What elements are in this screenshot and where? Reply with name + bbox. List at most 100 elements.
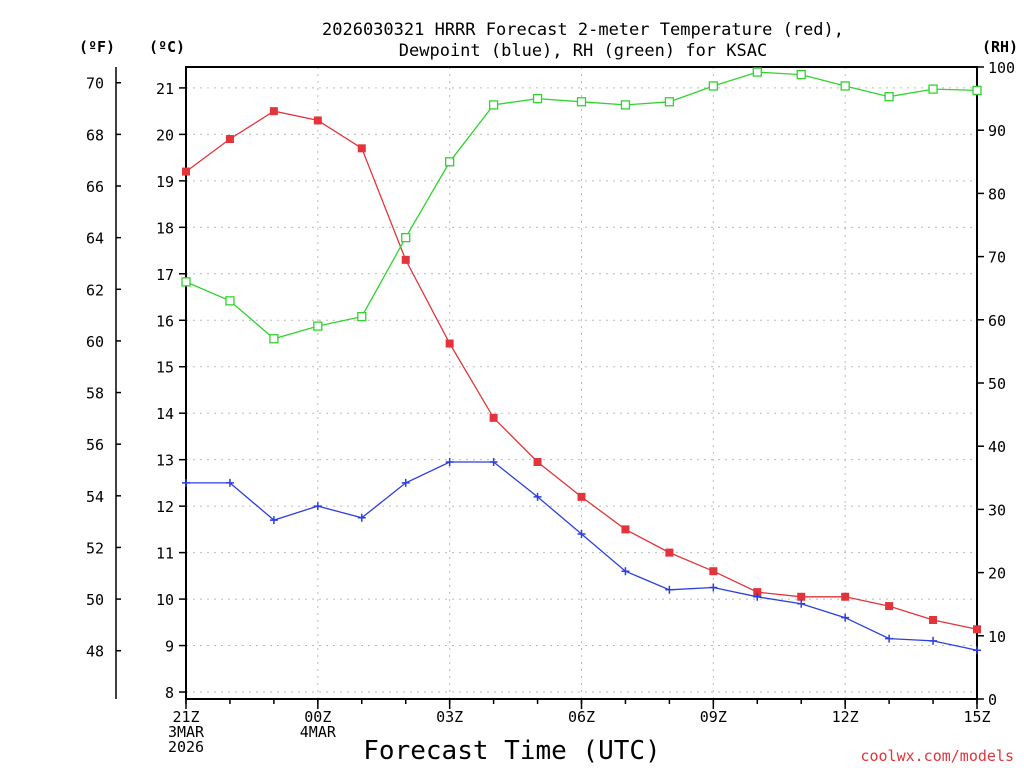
fahrenheit-tick-label: 68	[86, 126, 104, 144]
dewpoint-point	[709, 583, 718, 592]
rh-point	[532, 93, 543, 104]
fahrenheit-axis-label: (ºF)	[79, 38, 115, 56]
celsius-tick-label: 18	[156, 219, 174, 237]
x-tick-label: 09Z	[700, 708, 727, 726]
temperature-point	[885, 602, 894, 611]
temperature-point	[357, 144, 366, 153]
temperature-point	[313, 116, 322, 125]
x-tick-label: 3MAR	[168, 723, 205, 741]
x-tick-label: 03Z	[436, 708, 463, 726]
temperature-point	[621, 525, 630, 534]
dewpoint-point	[753, 592, 762, 601]
temperature-point	[665, 548, 674, 557]
dewpoint-point	[182, 478, 190, 487]
fahrenheit-tick-label: 70	[86, 75, 104, 93]
dewpoint-point	[841, 613, 850, 622]
dewpoint-point	[269, 516, 278, 525]
temperature-point	[577, 492, 586, 501]
chart-title-line-2: Dewpoint (blue), RH (green) for KSAC	[399, 41, 767, 61]
celsius-tick-label: 14	[156, 405, 174, 423]
rh-tick-label: 60	[988, 312, 1006, 330]
fahrenheit-tick-label: 60	[86, 333, 104, 351]
rh-point	[620, 100, 631, 110]
dewpoint-point	[885, 634, 894, 643]
x-tick-label: 06Z	[568, 708, 595, 726]
x-axis-title: Forecast Time (UTC)	[363, 736, 660, 766]
dewpoint-point	[973, 646, 981, 655]
rh-point	[664, 97, 675, 107]
temperature-point	[709, 567, 718, 576]
celsius-tick-label: 20	[156, 126, 174, 144]
grid	[186, 67, 977, 699]
dewpoint-point	[533, 492, 542, 501]
rh-axis-label: (RH)	[982, 38, 1018, 56]
celsius-axis-label: (ºC)	[149, 38, 185, 56]
dewpoint-point	[929, 636, 938, 645]
x-tick-label: 2026	[168, 738, 204, 756]
x-tick-label: 4MAR	[300, 723, 337, 741]
dewpoint-point	[225, 478, 234, 487]
dewpoint-point	[577, 530, 586, 539]
rh-tick-label: 90	[988, 122, 1006, 140]
rh-point	[576, 97, 587, 107]
rh-point	[269, 334, 279, 344]
rh-point	[401, 232, 411, 243]
rh-point	[972, 85, 982, 96]
temperature-point	[929, 616, 938, 624]
rh-tick-label: 20	[988, 565, 1006, 583]
rh-tick-label: 80	[988, 185, 1006, 203]
dewpoint-point	[665, 585, 674, 594]
fahrenheit-tick-label: 62	[86, 281, 104, 299]
temperature-point	[401, 255, 410, 264]
rh-point	[752, 67, 762, 77]
rh-point	[488, 100, 499, 110]
x-tick-label: 21Z	[172, 708, 199, 726]
temperature-point	[973, 625, 981, 634]
celsius-tick-label: 8	[165, 684, 174, 702]
temperature-point	[182, 167, 190, 176]
fahrenheit-tick-label: 52	[86, 539, 104, 557]
rh-tick-label: 0	[988, 691, 997, 709]
temperature-point	[445, 339, 454, 348]
celsius-tick-label: 11	[156, 545, 174, 563]
chart-title-line-1: 2026030321 HRRR Forecast 2-meter Tempera…	[322, 20, 844, 40]
fahrenheit-tick-label: 48	[86, 643, 104, 661]
x-tick-label: 15Z	[963, 708, 990, 726]
fahrenheit-tick-label: 54	[86, 488, 104, 506]
celsius-tick-label: 9	[165, 638, 174, 656]
credit-text: coolwx.com/models	[860, 747, 1014, 765]
fahrenheit-tick-label: 56	[86, 436, 104, 454]
fahrenheit-tick-label: 64	[86, 230, 104, 248]
series-layer	[181, 67, 982, 655]
rh-point	[884, 92, 894, 102]
dewpoint-point	[621, 567, 630, 576]
dewpoint-point	[357, 513, 366, 522]
temperature-point	[753, 588, 762, 597]
temperature-point	[797, 592, 806, 601]
rh-point	[928, 84, 938, 94]
dewpoint-point	[797, 599, 806, 608]
fahrenheit-tick-label: 50	[86, 591, 104, 609]
dewpoint-point	[313, 502, 322, 511]
temperature-point	[841, 592, 850, 601]
celsius-tick-label: 15	[156, 359, 174, 377]
axes: 48 50 52 54 56 58 60 62 64 66 68 70 8 9 10 11 12 13 14 15 16…	[86, 59, 1015, 756]
celsius-tick-label: 17	[156, 266, 174, 284]
temperature-point	[225, 135, 234, 144]
rh-tick-label: 10	[988, 628, 1006, 646]
rh-point	[708, 81, 718, 91]
rh-point	[313, 321, 323, 331]
celsius-tick-label: 12	[156, 498, 174, 516]
fahrenheit-tick-label: 58	[86, 385, 104, 403]
celsius-tick-label: 13	[156, 452, 174, 470]
celsius-tick-label: 16	[156, 312, 174, 330]
rh-tick-label: 70	[988, 249, 1006, 267]
dewpoint-point	[445, 458, 454, 466]
rh-point	[357, 311, 367, 322]
rh-tick-label: 50	[988, 375, 1006, 393]
x-tick-label: 00Z	[304, 708, 331, 726]
rh-tick-label: 30	[988, 501, 1006, 519]
fahrenheit-tick-label: 66	[86, 178, 104, 196]
rh-point	[225, 296, 235, 306]
